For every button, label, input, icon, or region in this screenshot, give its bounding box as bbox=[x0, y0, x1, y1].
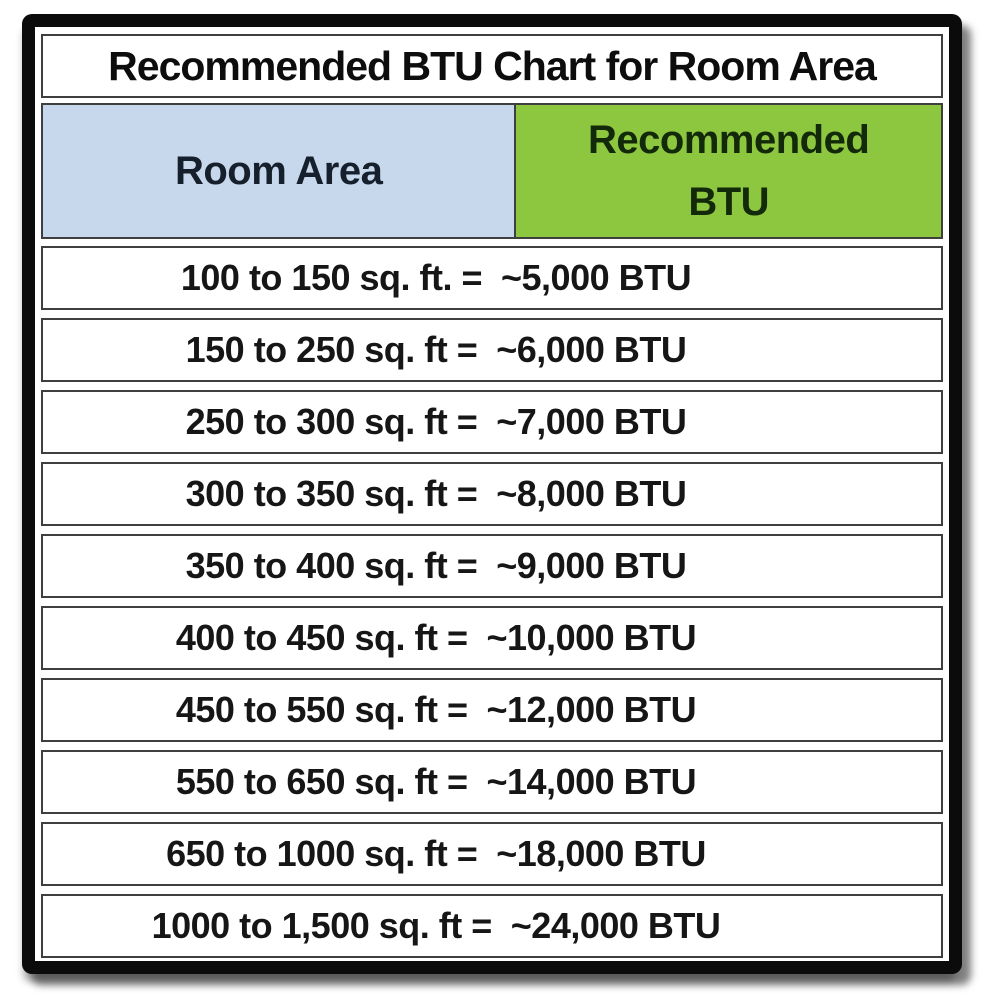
row-text: 450 to 550 sq. ft = ~12,000 BTU bbox=[175, 689, 697, 730]
table-row: 400 to 450 sq. ft = ~10,000 BTU bbox=[41, 606, 943, 670]
table-row: 1000 to 1,500 sq. ft = ~24,000 BTU bbox=[41, 894, 943, 958]
table-row: 300 to 350 sq. ft = ~8,000 BTU bbox=[41, 462, 943, 526]
room-area-header-cell: Room Area bbox=[41, 103, 517, 239]
row-text: 650 to 1000 sq. ft = ~18,000 BTU bbox=[166, 833, 706, 874]
row-text: 100 to 150 sq. ft. = ~5,000 BTU bbox=[180, 257, 692, 298]
table-body: 100 to 150 sq. ft. = ~5,000 BTU 150 to 2… bbox=[41, 246, 943, 966]
row-text: 150 to 250 sq. ft = ~6,000 BTU bbox=[185, 329, 687, 370]
recommended-btu-header-line2: BTU bbox=[688, 180, 770, 224]
row-text: 350 to 400 sq. ft = ~9,000 BTU bbox=[185, 545, 687, 586]
recommended-btu-header-cell: Recommended BTU bbox=[516, 103, 943, 239]
room-area-header-label: Room Area bbox=[174, 148, 383, 193]
table-row: 450 to 550 sq. ft = ~12,000 BTU bbox=[41, 678, 943, 742]
header-row: Room Area Recommended BTU bbox=[41, 103, 943, 239]
row-text: 300 to 350 sq. ft = ~8,000 BTU bbox=[185, 473, 687, 514]
recommended-btu-header-line1: Recommended bbox=[588, 118, 870, 162]
table-row: 650 to 1000 sq. ft = ~18,000 BTU bbox=[41, 822, 943, 886]
table-row: 100 to 150 sq. ft. = ~5,000 BTU bbox=[41, 246, 943, 310]
row-text: 550 to 650 sq. ft = ~14,000 BTU bbox=[175, 761, 697, 802]
table-row: 550 to 650 sq. ft = ~14,000 BTU bbox=[41, 750, 943, 814]
table-title: Recommended BTU Chart for Room Area bbox=[41, 34, 943, 98]
row-text: 250 to 300 sq. ft = ~7,000 BTU bbox=[185, 401, 687, 442]
table-row: 250 to 300 sq. ft = ~7,000 BTU bbox=[41, 390, 943, 454]
table-row: 150 to 250 sq. ft = ~6,000 BTU bbox=[41, 318, 943, 382]
row-text: 1000 to 1,500 sq. ft = ~24,000 BTU bbox=[151, 905, 721, 946]
table-row: 350 to 400 sq. ft = ~9,000 BTU bbox=[41, 534, 943, 598]
btu-table-frame: Recommended BTU Chart for Room Area Room… bbox=[22, 14, 962, 974]
row-text: 400 to 450 sq. ft = ~10,000 BTU bbox=[175, 617, 697, 658]
